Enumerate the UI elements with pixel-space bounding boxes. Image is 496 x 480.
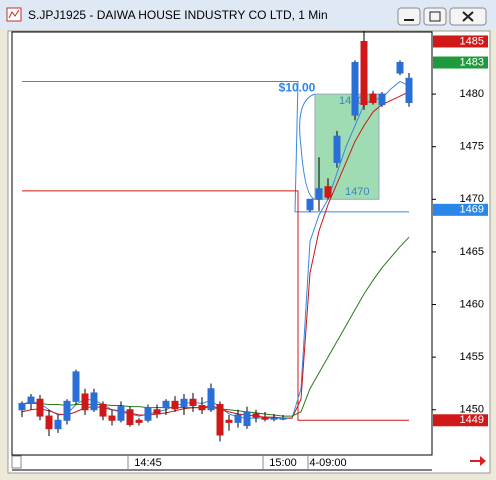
scroll-right-arrow[interactable] [470, 456, 486, 466]
level-line [22, 190, 409, 421]
y-tick-label: 1455 [460, 351, 484, 363]
candle-body [126, 409, 134, 425]
price-marker-label: 1469 [460, 204, 484, 216]
range-label: $10.00 [279, 80, 316, 94]
candle-body [315, 188, 323, 200]
candle-body [162, 400, 170, 409]
candle-body [27, 396, 35, 404]
candle-body [36, 398, 44, 417]
candle-body [252, 413, 260, 418]
candle-body [378, 93, 386, 106]
x-tick-label: 4-09:00 [309, 457, 346, 469]
candle-body [54, 419, 62, 430]
candle-body [117, 406, 125, 421]
candle-body [63, 400, 71, 421]
y-tick-label: 1480 [460, 88, 484, 100]
candle-body [333, 135, 341, 163]
candle-body [396, 62, 404, 74]
y-tick-label: 1460 [460, 298, 484, 310]
candle-body [171, 400, 179, 410]
candle-body [351, 62, 359, 116]
close-glyph [462, 11, 474, 22]
candle-body [261, 416, 269, 420]
scroll-thumb[interactable] [11, 455, 22, 469]
restore-glyph [429, 11, 441, 22]
candle-body [279, 417, 287, 420]
y-tick-label: 1470 [460, 193, 484, 205]
window-title: S.JPJ1925 - DAIWA HOUSE INDUSTRY CO LTD,… [28, 8, 328, 22]
candle-body [99, 403, 107, 417]
price-marker-label: 1483 [460, 56, 484, 68]
candle-body [72, 371, 80, 402]
candle-body [144, 407, 152, 421]
price-marker [433, 203, 488, 216]
x-tick-label: 14:45 [134, 457, 162, 469]
price-marker [433, 56, 488, 69]
candle-body [135, 419, 143, 423]
candle-body [81, 393, 89, 411]
price-marker [433, 35, 488, 48]
candle-body [324, 186, 332, 198]
candle-body [189, 398, 197, 407]
candle-body [18, 402, 26, 411]
price-marker [433, 414, 488, 427]
y-tick-label: 1465 [460, 246, 484, 258]
candle-body [369, 93, 377, 104]
range-box [314, 93, 380, 200]
candle-body [243, 411, 251, 427]
y-tick-label: 1475 [460, 141, 484, 153]
price-marker-label: 1449 [460, 414, 484, 426]
candle-body [234, 414, 242, 423]
restore-button[interactable] [423, 7, 447, 26]
candle-body [270, 417, 278, 420]
candle-body [153, 409, 161, 415]
candle-body [198, 405, 206, 411]
candle-body [225, 419, 233, 423]
window-buttons [397, 7, 487, 26]
candle-body [45, 415, 53, 430]
candle-body [306, 198, 314, 211]
app-icon-glyph [8, 9, 20, 19]
candle-body [216, 403, 224, 436]
y-tick-label: 1450 [460, 404, 484, 416]
range-bottom-label: 1470 [345, 186, 369, 198]
price-marker-label: 1485 [460, 35, 484, 47]
x-tick-label: 15:00 [269, 457, 297, 469]
candle-body [108, 415, 116, 421]
range-bracket [299, 93, 316, 200]
candle-body [360, 40, 368, 106]
candle-body [405, 77, 413, 103]
range-top-label: 1480 [339, 95, 363, 107]
level-line [22, 80, 409, 213]
candle-body [180, 398, 188, 408]
candle-body [90, 392, 98, 411]
minimize-button[interactable] [397, 7, 421, 26]
candle-body [207, 388, 215, 411]
